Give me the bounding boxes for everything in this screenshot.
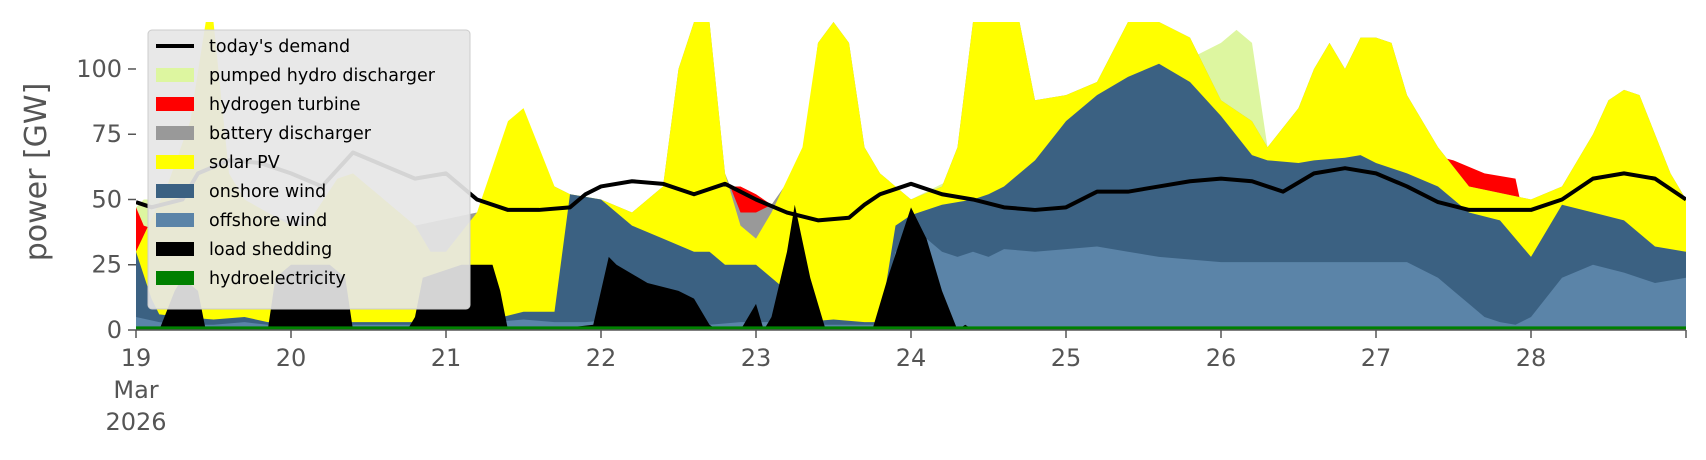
x-tick-label: 23: [741, 344, 772, 372]
legend-label: onshore wind: [209, 182, 326, 202]
legend: today's demand pumped hydro discharger hyd…: [147, 29, 471, 310]
y-axis-label: power [GW]: [19, 83, 54, 262]
legend-swatch: [156, 68, 194, 82]
legend-swatch: [156, 271, 194, 285]
legend-swatch: [156, 126, 194, 140]
legend-swatch: [156, 155, 194, 169]
x-sub-label: Mar: [113, 376, 158, 404]
legend-swatch: [156, 213, 194, 227]
legend-label: hydroelectricity: [209, 269, 346, 289]
area-hydroelectricity-band: [136, 326, 1686, 330]
plot-area: [136, 22, 1686, 330]
x-tick-label: 28: [1516, 344, 1547, 372]
legend-box: [147, 29, 471, 310]
legend-label: solar PV: [209, 153, 280, 173]
axes: 19 20 21 22 23 24 25 26 27 28 Mar 2026 0 25 50 75 100: [76, 55, 1687, 436]
x-tick-label: 19: [121, 344, 152, 372]
area-load-shedding: [136, 204, 1686, 330]
legend-label: offshore wind: [209, 211, 327, 231]
legend-swatch: [156, 242, 194, 256]
legend-swatch: [156, 184, 194, 198]
x-tick-label: 27: [1361, 344, 1392, 372]
legend-label: battery discharger: [209, 124, 372, 144]
x-sub-label: 2026: [105, 408, 166, 436]
x-tick-label: 20: [276, 344, 307, 372]
y-tick-label: 75: [91, 120, 122, 148]
legend-label: load shedding: [209, 240, 332, 260]
y-tick-label: 0: [107, 316, 122, 344]
x-tick-label: 21: [431, 344, 462, 372]
x-tick-label: 25: [1051, 344, 1082, 372]
x-tick-label: 22: [586, 344, 617, 372]
y-tick-label: 50: [91, 185, 122, 213]
x-tick-label: 24: [896, 344, 927, 372]
x-tick-label: 26: [1206, 344, 1237, 372]
y-tick-label: 100: [76, 55, 122, 83]
legend-label: today's demand: [209, 37, 350, 57]
legend-label: pumped hydro discharger: [209, 66, 436, 86]
legend-label: hydrogen turbine: [209, 95, 361, 115]
y-tick-label: 25: [91, 251, 122, 279]
legend-swatch: [156, 97, 194, 111]
